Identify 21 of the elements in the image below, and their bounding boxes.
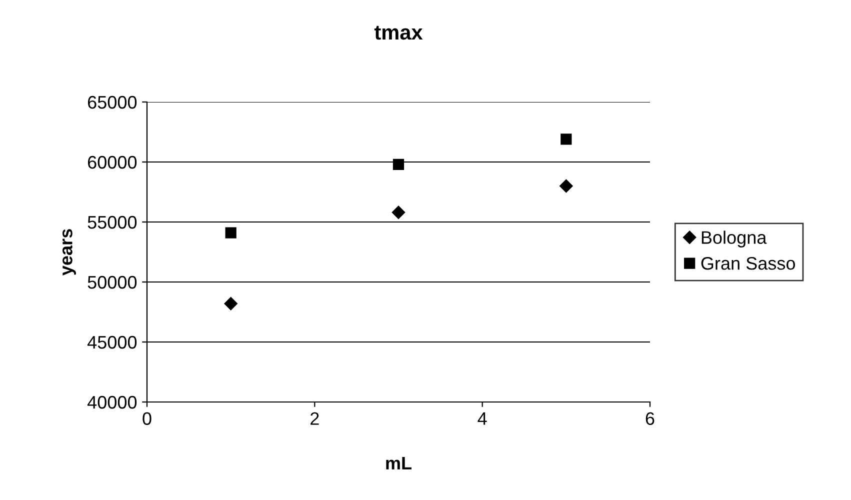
point xyxy=(392,206,406,219)
y-tick-label: 40000 xyxy=(87,396,137,409)
point xyxy=(392,158,404,170)
chart-title: tmax xyxy=(374,26,423,40)
y-axis-title: years xyxy=(62,229,76,276)
x-tick-label: 2 xyxy=(310,412,319,425)
point xyxy=(224,297,238,310)
y-tick-label: 55000 xyxy=(88,216,137,229)
x-axis-title: mL xyxy=(386,456,412,470)
point xyxy=(560,179,573,193)
point xyxy=(560,134,572,145)
x-tick-label: 6 xyxy=(646,412,654,425)
point xyxy=(225,227,236,238)
y-tick-label: 45000 xyxy=(87,336,137,349)
y-tick-label: 50000 xyxy=(88,276,137,289)
x-tick-label: 4 xyxy=(478,412,487,425)
y-tick-label: 60000 xyxy=(88,156,137,169)
x-tick-label: 0 xyxy=(142,412,152,425)
legend-label: Bologna xyxy=(702,230,767,248)
y-tick-label: 65000 xyxy=(88,96,137,109)
legend-label: Gran Sasso xyxy=(701,256,796,270)
